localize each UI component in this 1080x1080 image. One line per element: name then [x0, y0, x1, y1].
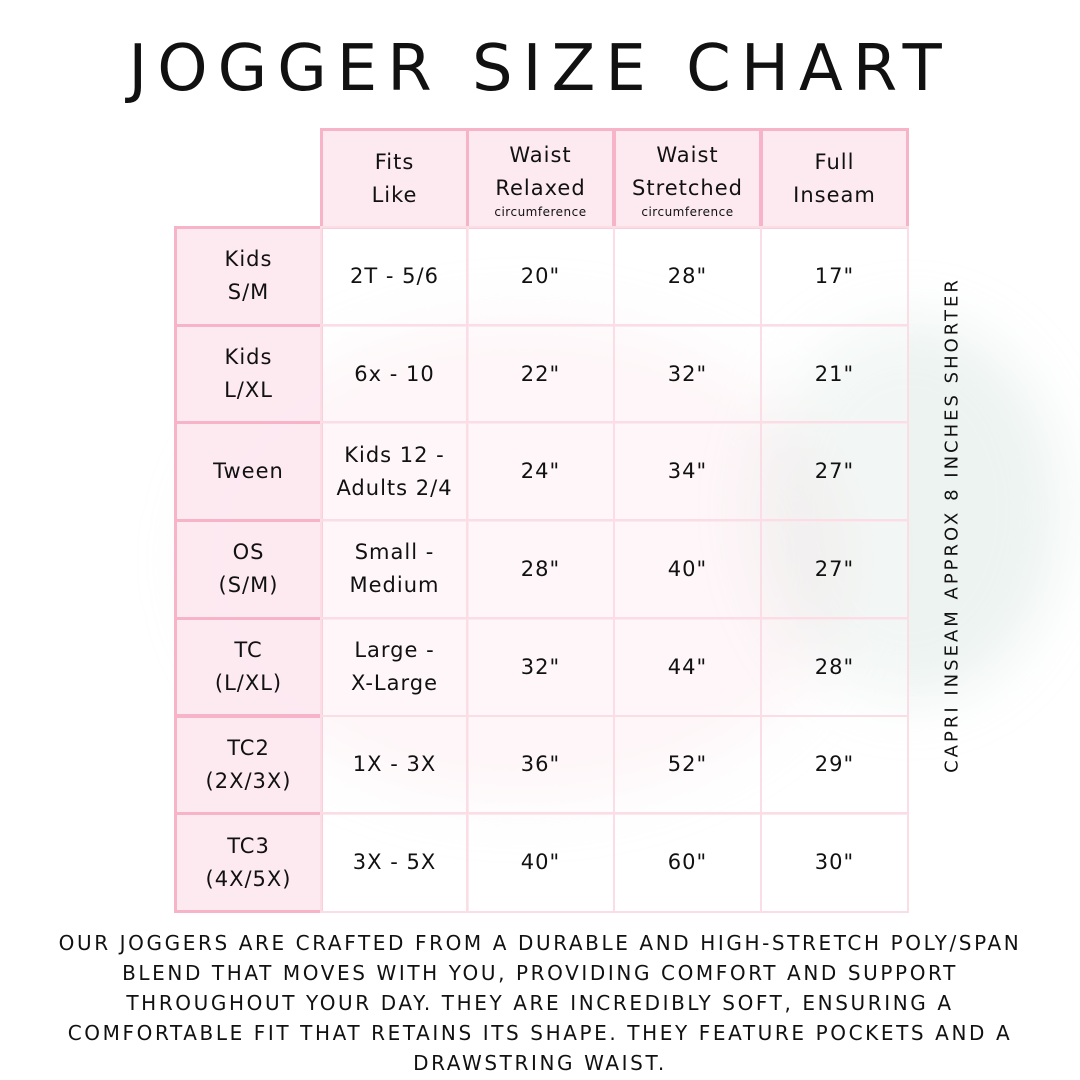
row-size-label: TC2 (2X/3X)	[174, 714, 323, 816]
cell-fits-like-text: Small -	[354, 540, 435, 565]
cell-waist-relaxed: 40"	[466, 812, 615, 913]
cell-waist-relaxed-text: 28"	[520, 556, 561, 581]
column-header: Fits Like	[320, 128, 469, 229]
cell-full-inseam: 30"	[760, 812, 909, 913]
cell-waist-stretched: 52"	[613, 714, 762, 816]
row-size-label-text: (S/M)	[218, 573, 279, 598]
column-header-text: Inseam	[793, 182, 876, 207]
cell-fits-like-text: Large -	[354, 638, 435, 663]
cell-full-inseam: 27"	[760, 421, 909, 523]
cactus-decoration	[760, 320, 1060, 700]
cell-waist-relaxed-text: 22"	[520, 361, 561, 386]
cell-full-inseam-text: 21"	[814, 361, 855, 386]
cell-full-inseam-text: 27"	[814, 459, 855, 484]
cell-full-inseam-text: 29"	[814, 752, 855, 777]
cell-fits-like-text: Adults 2/4	[336, 475, 453, 500]
cell-full-inseam: 27"	[760, 519, 909, 620]
cell-waist-stretched-text: 52"	[667, 752, 708, 777]
column-header-subtext: circumference	[641, 204, 734, 219]
cell-full-inseam: 21"	[760, 323, 909, 425]
row-size-label-text: TC2	[227, 735, 270, 760]
row-size-label-text: Kids	[224, 345, 273, 370]
cell-waist-relaxed: 24"	[466, 421, 615, 523]
cell-fits-like: 1X - 3X	[320, 714, 469, 816]
row-size-label-text: S/M	[227, 280, 270, 305]
cell-full-inseam: 29"	[760, 714, 909, 816]
row-size-label: OS (S/M)	[174, 519, 323, 620]
cell-fits-like-text: 1X - 3X	[352, 752, 437, 777]
cell-full-inseam-text: 17"	[814, 263, 855, 288]
row-size-label-text: Kids	[224, 247, 273, 272]
cell-full-inseam-text: 30"	[814, 850, 855, 875]
cell-fits-like-text: 6x - 10	[354, 361, 435, 386]
row-size-label: Kids L/XL	[174, 323, 323, 425]
row-size-label-text: (2X/3X)	[205, 768, 292, 793]
column-header-text: Stretched	[632, 175, 743, 200]
cell-full-inseam: 17"	[760, 226, 909, 327]
row-size-label: Kids S/M	[174, 226, 323, 327]
cell-fits-like-text: 3X - 5X	[352, 850, 437, 875]
cell-fits-like-text: 2T - 5/6	[350, 263, 439, 288]
cell-waist-relaxed-text: 20"	[520, 263, 561, 288]
cell-waist-relaxed: 36"	[466, 714, 615, 816]
cell-waist-relaxed: 28"	[466, 519, 615, 620]
column-header-text: Fits	[374, 149, 415, 174]
cell-waist-stretched: 40"	[613, 519, 762, 620]
cell-waist-relaxed: 32"	[466, 616, 615, 718]
column-header: Full Inseam	[760, 128, 909, 229]
capri-note: CAPRI INSEAM APPROX 8 INCHES SHORTER	[941, 277, 963, 773]
cell-fits-like-text: X-Large	[350, 671, 438, 696]
row-size-label-text: Tween	[213, 459, 284, 484]
column-header-text: Full	[814, 149, 855, 174]
cell-waist-stretched: 28"	[613, 226, 762, 327]
product-description: Our joggers are crafted from a durable a…	[58, 931, 1022, 1075]
row-size-label: TC3 (4X/5X)	[174, 812, 323, 913]
cell-full-inseam-text: 28"	[814, 654, 855, 679]
row-size-label-text: L/XL	[224, 378, 273, 403]
cell-full-inseam: 28"	[760, 616, 909, 718]
cell-fits-like-text: Kids 12 -	[344, 442, 445, 467]
column-header-text: Like	[371, 182, 418, 207]
cell-full-inseam-text: 27"	[814, 556, 855, 581]
cell-waist-relaxed-text: 40"	[520, 850, 561, 875]
column-header-subtext: circumference	[494, 204, 587, 219]
cell-waist-relaxed: 22"	[466, 323, 615, 425]
cell-waist-stretched: 34"	[613, 421, 762, 523]
cell-fits-like: 3X - 5X	[320, 812, 469, 913]
row-size-label: Tween	[174, 421, 323, 523]
cell-waist-stretched-text: 28"	[667, 263, 708, 288]
cell-fits-like: Kids 12 - Adults 2/4	[320, 421, 469, 523]
cell-fits-like: Small - Medium	[320, 519, 469, 620]
cell-waist-stretched-text: 34"	[667, 459, 708, 484]
cell-fits-like: 2T - 5/6	[320, 226, 469, 327]
column-header-text: Waist	[656, 142, 719, 167]
column-header-text: Relaxed	[495, 175, 586, 200]
cell-waist-relaxed-text: 32"	[520, 654, 561, 679]
row-size-label-text: (4X/5X)	[205, 866, 292, 891]
cell-fits-like: 6x - 10	[320, 323, 469, 425]
cell-waist-stretched: 44"	[613, 616, 762, 718]
cell-waist-relaxed-text: 24"	[520, 459, 561, 484]
column-header-text: Waist	[509, 142, 572, 167]
cell-waist-stretched: 60"	[613, 812, 762, 913]
cell-fits-like-text: Medium	[349, 573, 440, 598]
cell-waist-stretched-text: 60"	[667, 850, 708, 875]
row-size-label: TC (L/XL)	[174, 616, 323, 718]
cell-waist-relaxed: 20"	[466, 226, 615, 327]
row-size-label-text: OS	[232, 540, 265, 565]
row-size-label-text: (L/XL)	[214, 671, 283, 696]
cell-waist-stretched-text: 32"	[667, 361, 708, 386]
column-header: Waist Stretched circumference	[613, 128, 762, 229]
cell-waist-stretched-text: 44"	[667, 654, 708, 679]
cell-waist-stretched: 32"	[613, 323, 762, 425]
cell-fits-like: Large - X-Large	[320, 616, 469, 718]
row-size-label-text: TC	[234, 638, 263, 663]
cell-waist-relaxed-text: 36"	[520, 752, 561, 777]
row-size-label-text: TC3	[227, 833, 270, 858]
page-title: JOGGER SIZE CHART	[128, 32, 952, 106]
column-header: Waist Relaxed circumference	[466, 128, 615, 229]
cell-waist-stretched-text: 40"	[667, 556, 708, 581]
